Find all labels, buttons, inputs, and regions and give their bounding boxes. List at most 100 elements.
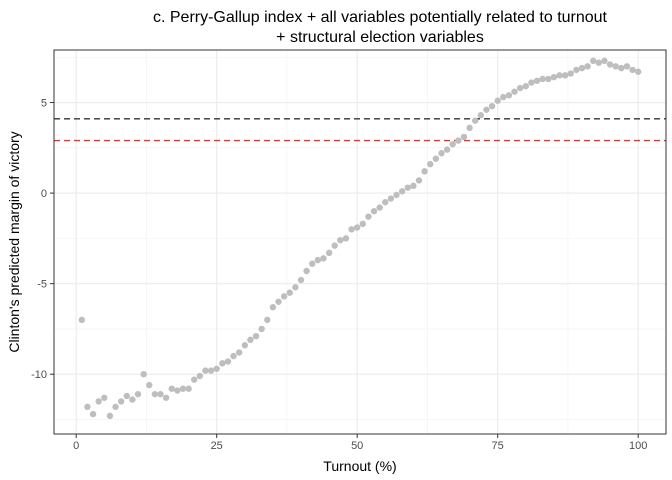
data-point-63 xyxy=(432,155,440,162)
data-point-6 xyxy=(112,403,119,411)
data-point-97 xyxy=(623,63,631,70)
data-point-1 xyxy=(84,403,91,411)
x-axis-ticks: 0 25 50 75 100 xyxy=(73,434,647,452)
data-point-96 xyxy=(618,64,625,72)
data-point-3 xyxy=(95,398,102,405)
data-point-90 xyxy=(584,63,591,70)
y-axis-ticks: -10 -5 0 5 xyxy=(31,98,54,381)
data-point-33 xyxy=(264,316,271,324)
data-point-43 xyxy=(320,255,327,262)
data-point-81 xyxy=(533,77,541,84)
data-point-25 xyxy=(219,360,226,367)
data-point-0 xyxy=(78,316,86,324)
data-point-66 xyxy=(449,140,456,148)
data-point-60 xyxy=(415,177,423,184)
data-point-74 xyxy=(494,97,501,104)
data-point-48 xyxy=(348,226,355,233)
data-point-62 xyxy=(427,160,434,168)
data-point-78 xyxy=(516,84,524,92)
data-point-85 xyxy=(556,72,563,79)
data-point-49 xyxy=(353,224,361,231)
data-point-93 xyxy=(601,57,608,65)
data-point-71 xyxy=(477,112,485,119)
data-point-30 xyxy=(247,336,254,344)
data-point-44 xyxy=(325,249,333,257)
data-point-27 xyxy=(230,352,237,360)
data-point-35 xyxy=(275,298,282,305)
data-point-18 xyxy=(179,385,187,392)
y-tick-label-3: 5 xyxy=(41,98,47,110)
grid-major xyxy=(54,50,666,434)
data-point-99 xyxy=(634,68,642,75)
data-point-91 xyxy=(590,57,597,65)
data-point-83 xyxy=(545,75,552,83)
data-point-29 xyxy=(241,342,248,349)
data-point-94 xyxy=(606,61,614,68)
data-point-58 xyxy=(404,184,411,191)
data-point-39 xyxy=(297,276,305,284)
data-point-11 xyxy=(140,371,147,378)
data-point-40 xyxy=(303,267,310,275)
chart-subtitle: + structural election variables xyxy=(276,29,484,46)
data-point-19 xyxy=(185,385,192,392)
y-tick-label-2: 0 xyxy=(41,188,47,200)
data-point-52 xyxy=(370,208,378,215)
data-point-10 xyxy=(134,390,142,398)
y-tick-label-1: -5 xyxy=(37,279,47,291)
data-point-34 xyxy=(269,304,277,311)
data-point-47 xyxy=(342,235,350,242)
data-point-12 xyxy=(146,381,153,389)
data-point-57 xyxy=(398,188,406,195)
chart-title: c. Perry-Gallup index + all variables po… xyxy=(153,9,608,26)
x-tick-label-4: 100 xyxy=(629,440,647,452)
grid-minor xyxy=(54,50,666,434)
data-point-87 xyxy=(567,70,574,77)
data-point-13 xyxy=(151,390,159,398)
data-point-79 xyxy=(522,83,529,90)
data-point-51 xyxy=(365,213,372,220)
data-point-15 xyxy=(162,394,170,401)
data-point-45 xyxy=(331,242,338,249)
data-point-84 xyxy=(550,73,558,81)
data-point-73 xyxy=(488,102,496,110)
data-point-82 xyxy=(539,75,546,83)
data-point-69 xyxy=(466,124,473,132)
data-point-41 xyxy=(309,260,316,267)
data-point-22 xyxy=(202,367,209,374)
plot-panel xyxy=(53,49,667,435)
data-point-55 xyxy=(387,195,395,202)
data-point-76 xyxy=(505,92,513,99)
data-point-88 xyxy=(573,66,580,74)
data-point-64 xyxy=(438,150,445,157)
data-point-14 xyxy=(157,390,164,398)
data-point-61 xyxy=(421,168,428,175)
data-point-46 xyxy=(337,236,344,244)
data-point-17 xyxy=(174,387,181,394)
data-point-37 xyxy=(286,289,293,296)
data-point-56 xyxy=(393,191,400,199)
data-point-98 xyxy=(629,66,636,74)
data-point-5 xyxy=(106,412,114,420)
data-point-92 xyxy=(595,59,603,66)
data-point-77 xyxy=(511,88,518,95)
data-point-8 xyxy=(123,392,130,400)
data-point-31 xyxy=(252,332,260,340)
data-point-36 xyxy=(280,293,288,300)
data-point-26 xyxy=(224,358,232,365)
data-point-50 xyxy=(359,220,367,228)
data-point-23 xyxy=(207,367,215,374)
data-point-2 xyxy=(89,410,97,418)
data-point-59 xyxy=(410,182,417,190)
x-tick-label-3: 75 xyxy=(492,440,504,452)
data-point-65 xyxy=(443,146,451,153)
x-tick-label-2: 50 xyxy=(351,440,363,452)
data-point-20 xyxy=(191,376,198,383)
data-point-89 xyxy=(578,64,586,72)
data-point-86 xyxy=(561,72,569,79)
data-point-80 xyxy=(528,79,535,86)
data-point-7 xyxy=(117,398,125,405)
data-point-68 xyxy=(460,133,468,141)
data-point-21 xyxy=(196,372,204,380)
x-axis-title: Turnout (%) xyxy=(323,458,396,474)
data-points xyxy=(78,57,642,420)
